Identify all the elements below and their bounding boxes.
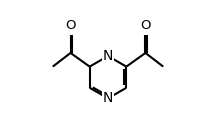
Text: O: O	[65, 19, 76, 32]
Text: N: N	[103, 49, 113, 63]
Text: O: O	[140, 19, 151, 32]
Text: N: N	[103, 91, 113, 105]
